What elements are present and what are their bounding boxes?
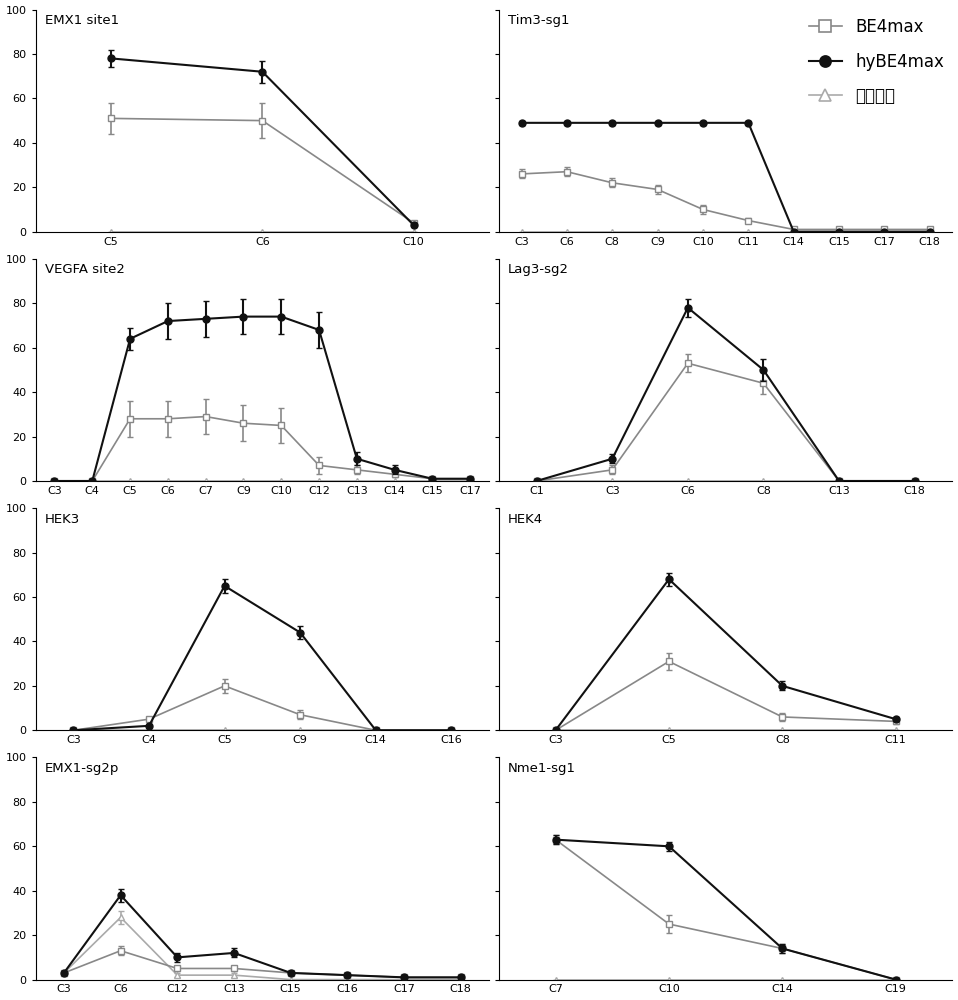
Text: HEK4: HEK4 <box>508 513 543 526</box>
Text: HEK3: HEK3 <box>45 513 80 526</box>
Text: EMX1 site1: EMX1 site1 <box>45 14 119 27</box>
Legend: BE4max, hyBE4max, 空白对照: BE4max, hyBE4max, 空白对照 <box>802 11 950 112</box>
Text: VEGFA site2: VEGFA site2 <box>45 263 125 276</box>
Text: Tim3-sg1: Tim3-sg1 <box>508 14 569 27</box>
Text: EMX1-sg2p: EMX1-sg2p <box>45 762 119 775</box>
Text: Lag3-sg2: Lag3-sg2 <box>508 263 569 276</box>
Text: Nme1-sg1: Nme1-sg1 <box>508 762 576 775</box>
